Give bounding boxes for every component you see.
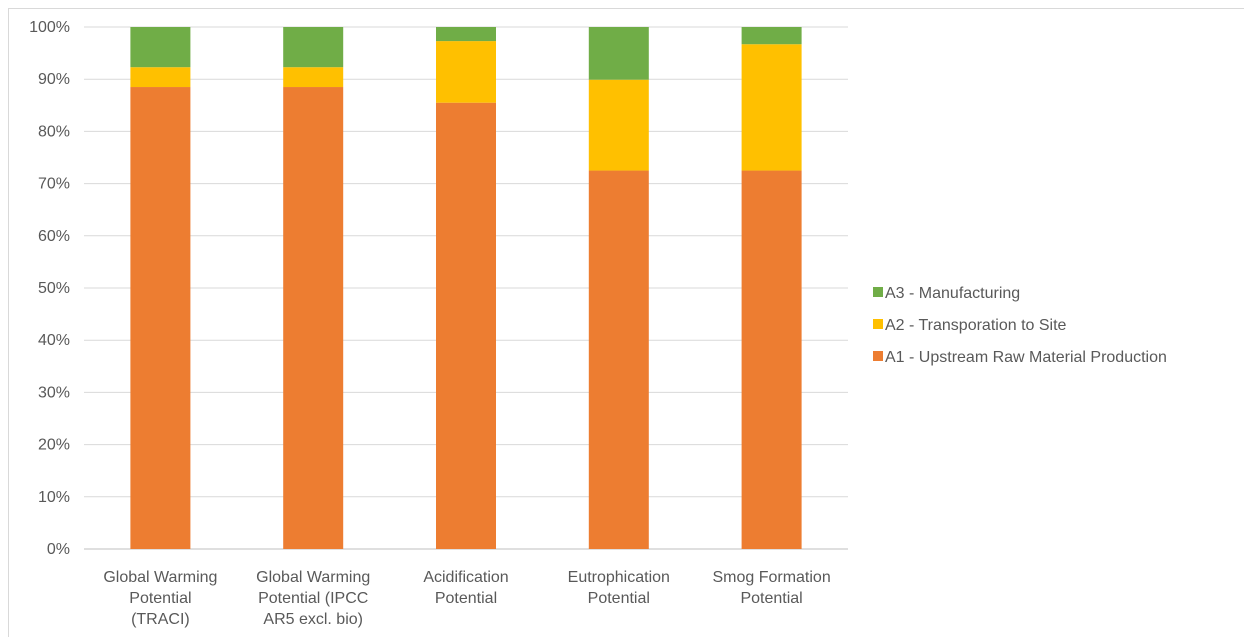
y-tick-label: 30% — [38, 384, 70, 401]
y-tick-label: 80% — [38, 123, 70, 140]
x-tick-label: Potential — [740, 590, 802, 607]
bars — [130, 27, 802, 550]
bar-segment — [436, 41, 496, 103]
legend-swatch — [873, 287, 883, 297]
x-tick-label: Eutrophication — [568, 569, 670, 586]
legend-label: A2 - Transporation to Site — [885, 317, 1067, 334]
bar-segment — [130, 67, 191, 88]
x-tick-label: Potential (IPCC — [258, 590, 368, 607]
x-axis: Global Warming Potential (TRACI) Global War… — [103, 569, 830, 628]
y-tick-label: 20% — [38, 437, 70, 454]
bar-segment — [741, 170, 802, 550]
bar-segment — [130, 27, 191, 68]
chart-frame — [8, 8, 1244, 637]
y-tick-label: 40% — [38, 332, 70, 349]
y-tick-label: 10% — [38, 489, 70, 506]
bar-segment — [741, 44, 802, 171]
y-tick-label: 50% — [38, 280, 70, 297]
bar-segment — [741, 27, 802, 45]
legend: A3 - Manufacturing A2 - Transporation to … — [873, 285, 1167, 366]
bar-segment — [283, 67, 344, 88]
bar-segment — [436, 102, 496, 549]
legend-label: A1 - Upstream Raw Material Production — [885, 349, 1167, 366]
bar-segment — [283, 87, 344, 549]
legend-swatch — [873, 319, 883, 329]
legend-swatch — [873, 351, 883, 361]
y-tick-label: 100% — [29, 19, 70, 36]
bar-segment — [436, 27, 496, 42]
bar-segment — [130, 87, 191, 549]
x-tick-label: AR5 excl. bio) — [263, 611, 363, 628]
x-tick-label: Acidification — [423, 569, 508, 586]
bar-segment — [588, 79, 649, 171]
x-tick-label: Global Warming — [256, 569, 370, 586]
x-tick-label: Potential — [129, 590, 191, 607]
bar-segment — [588, 170, 649, 550]
x-tick-label: Smog Formation — [712, 569, 830, 586]
y-tick-label: 60% — [38, 228, 70, 245]
bar-segment — [588, 27, 649, 80]
y-axis: 0% 10% 20% 30% 40% 50% 60% 70% 80% 90% 100% — [29, 19, 70, 558]
y-tick-label: 70% — [38, 176, 70, 193]
x-tick-label: Global Warming — [103, 569, 217, 586]
legend-label: A3 - Manufacturing — [885, 285, 1020, 302]
x-tick-label: Potential — [588, 590, 650, 607]
y-tick-label: 90% — [38, 71, 70, 88]
x-tick-label: Potential — [435, 590, 497, 607]
x-tick-label: (TRACI) — [131, 611, 190, 628]
y-tick-label: 0% — [47, 541, 70, 558]
bar-segment — [283, 27, 344, 68]
